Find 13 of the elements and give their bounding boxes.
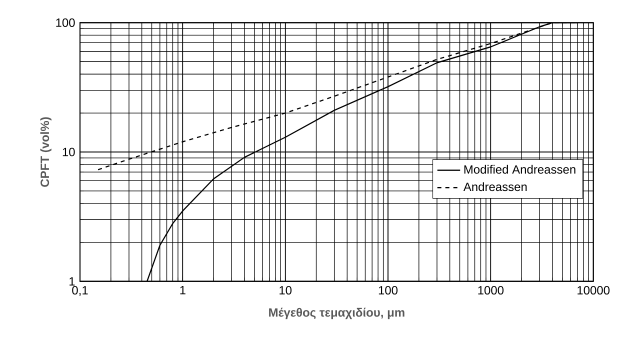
x-tick-label: 10000: [578, 286, 610, 295]
x-tick-label: 100: [378, 286, 398, 295]
y-tick-label: 1: [70, 277, 75, 286]
y-tick-label: 10: [62, 148, 75, 156]
y-tick-label: 100: [56, 18, 75, 27]
legend-label: Andreassen: [463, 182, 527, 192]
x-tick-label: 1: [180, 286, 186, 294]
x-tick-label: 10: [280, 286, 292, 295]
x-tick-label: 0,1: [72, 286, 88, 296]
y-axis-title: CPFT (vol%): [40, 117, 52, 187]
x-axis-title: Μέγεθος τεμαχιδίου, μm: [269, 308, 404, 320]
legend-label: Modified Andreassen: [464, 164, 576, 174]
x-tick-label: 1000: [478, 286, 504, 295]
